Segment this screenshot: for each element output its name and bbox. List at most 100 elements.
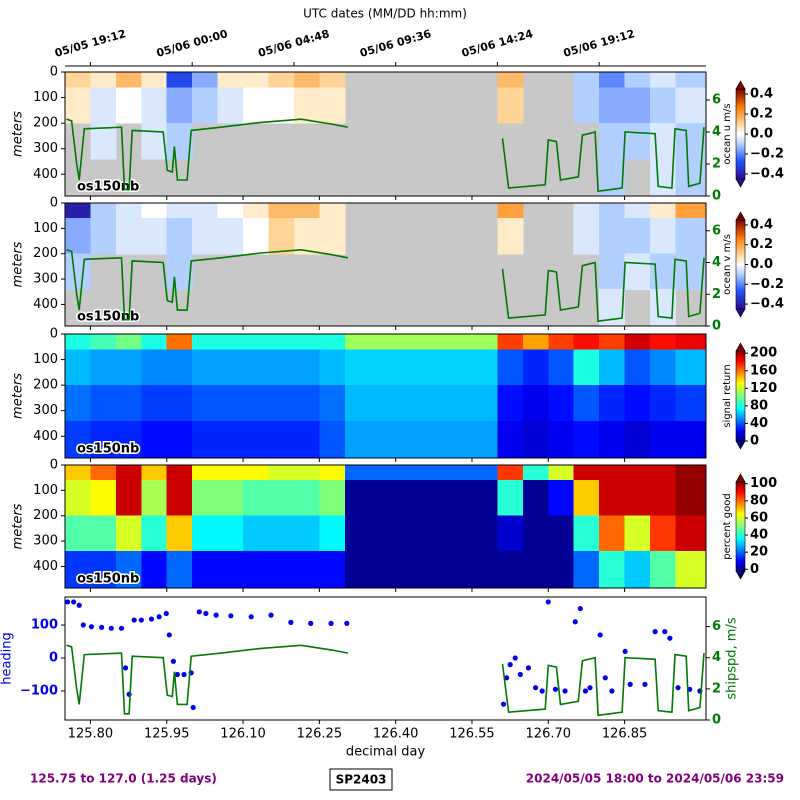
y-tick-label: 300: [33, 141, 58, 156]
heatmap-cell: [395, 551, 422, 589]
heatmap-cell: [522, 420, 549, 459]
footer-left: 125.75 to 127.0 (1.25 days): [30, 772, 217, 786]
heading-point: [122, 665, 129, 671]
heatmap-cell: [141, 420, 168, 459]
heatmap-cell: [650, 218, 677, 255]
heatmap-cell: [90, 334, 117, 350]
colorbar-extend-top: [735, 211, 746, 221]
heatmap-cell: [293, 218, 320, 255]
heatmap-cell: [599, 551, 626, 589]
heatmap-cell: [166, 420, 193, 459]
heading-point: [507, 662, 513, 668]
heatmap-cell: [166, 385, 193, 422]
heatmap-cell: [650, 72, 677, 88]
panel-frame: [64, 596, 707, 721]
heatmap-cell: [471, 334, 499, 350]
heatmap-cell: [675, 334, 707, 350]
heatmap-cell: [370, 465, 397, 481]
heatmap-cell: [522, 385, 549, 422]
heatmap-cell: [522, 551, 549, 589]
colorbar-extend-bottom: [735, 440, 746, 450]
heading-point: [572, 619, 578, 625]
heatmap-cell: [421, 420, 448, 459]
heatmap-cell: [395, 465, 422, 481]
heatmap-cell: [573, 87, 600, 124]
heatmap-cell: [243, 203, 270, 219]
heatmap-cell: [65, 203, 92, 219]
heatmap-cell: [522, 480, 549, 517]
heatmap-cell: [650, 349, 677, 386]
heatmap-cell: [192, 385, 219, 422]
heading-point: [662, 629, 668, 635]
heatmap-cell: [217, 420, 244, 459]
heading-point: [288, 619, 294, 625]
heatmap-cell: [446, 420, 473, 459]
heatmap-cell: [268, 349, 295, 386]
ship-speed-line: [66, 248, 705, 323]
colorbar-tick-label: 0.4: [750, 217, 773, 232]
heatmap-cell: [344, 465, 371, 481]
heatmap-cell: [217, 385, 244, 422]
heading-point: [675, 685, 681, 691]
colorbar-tick-label: −0.2: [750, 277, 784, 292]
heatmap-cell: [497, 87, 524, 124]
heatmap-cell: [573, 349, 600, 386]
heatmap-cell: [65, 465, 92, 481]
heatmap-cell: [573, 203, 600, 219]
heatmap-cell: [166, 123, 193, 160]
colorbar: [735, 219, 746, 310]
y-axis-label: heading: [0, 632, 15, 685]
heatmap-cell: [90, 465, 117, 481]
colorbar-label: ocean u m/s: [722, 103, 733, 164]
heatmap-cell: [293, 551, 320, 589]
panel-frame: [64, 333, 707, 459]
heatmap-cell: [395, 420, 422, 459]
heatmap-cell: [166, 349, 193, 386]
heatmap-cell: [650, 253, 677, 290]
heatmap-cell: [319, 203, 346, 219]
heatmap-cell: [90, 72, 117, 88]
heatmap-cell: [471, 420, 499, 459]
heatmap-cell: [624, 515, 651, 552]
y-tick-label: 100: [33, 221, 58, 236]
y-axis-label: meters: [11, 503, 26, 549]
colorbar-tick-label: 120: [750, 381, 777, 396]
heatmap-cell: [192, 87, 219, 124]
heatmap-cell: [650, 334, 677, 350]
colorbar-tick-label: 160: [750, 363, 777, 378]
ship-speed-line: [66, 644, 705, 717]
heatmap-cell: [650, 551, 677, 589]
y-tick-label: 0: [49, 651, 58, 666]
heatmap-cell: [268, 515, 295, 552]
heatmap-cell: [421, 334, 448, 350]
panel-frame: [64, 464, 707, 589]
heading-point: [500, 701, 507, 707]
heatmap-cell: [268, 72, 295, 88]
heatmap-cell: [624, 253, 651, 290]
heatmap-cell: [319, 465, 346, 481]
top-tick-label: 05/06 19:12: [562, 27, 636, 60]
heatmap-cell: [319, 349, 346, 386]
heatmap-cell: [624, 551, 651, 589]
heatmap-cell: [624, 87, 651, 124]
heatmap-cell: [115, 218, 142, 255]
colorbar-label: percent good: [722, 493, 733, 559]
y-tick-label: 0: [50, 65, 58, 80]
heatmap-cell: [268, 385, 295, 422]
heatmap-cell: [675, 420, 707, 459]
y2-tick-label: 4: [712, 125, 721, 140]
y2-tick-label: 4: [712, 650, 721, 665]
heatmap-cell: [548, 349, 575, 386]
heatmap-cell: [268, 551, 295, 589]
heatmap-cell: [573, 551, 600, 589]
instrument-label: os150nb: [77, 572, 139, 587]
y-tick-label: 0: [50, 196, 58, 211]
footer-box: [329, 768, 393, 791]
heatmap-cell: [599, 87, 626, 124]
heatmap-cell: [497, 349, 524, 386]
top-tick-label: 05/06 00:00: [155, 27, 230, 60]
heading-point: [118, 625, 125, 631]
heatmap-cell: [344, 385, 371, 422]
heatmap-cell: [90, 420, 117, 459]
heatmap-cell: [192, 480, 219, 517]
